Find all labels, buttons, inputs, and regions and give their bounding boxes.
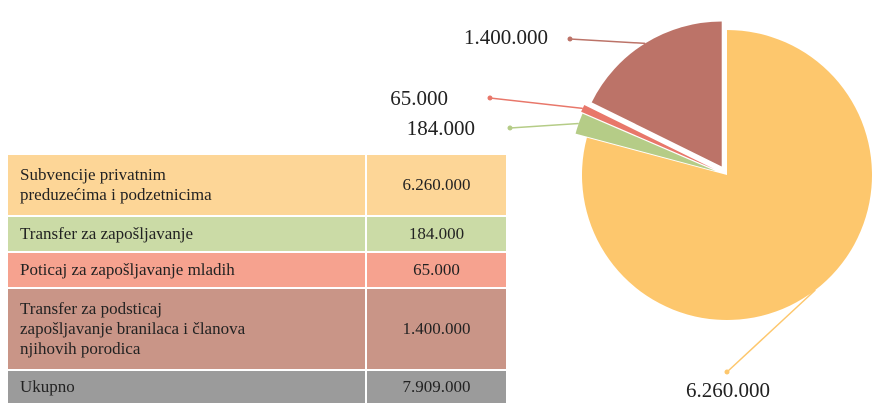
leader-dot: [567, 36, 573, 42]
pie-slice: [591, 21, 722, 167]
table-row: Transfer za zapošljavanje 184.000: [8, 217, 506, 251]
row-name: Subvencije privatnim preduzećima i podze…: [8, 155, 365, 215]
data-table: Subvencije privatnim preduzećima i podze…: [8, 153, 506, 405]
total-row: Ukupno 7.909.000: [8, 371, 506, 403]
data-label: 184.000: [407, 116, 475, 140]
pie-slice: [581, 104, 715, 170]
leader-dot: [724, 369, 730, 375]
table-row: Poticaj za zapošljavanje mladih 65.000: [8, 253, 506, 287]
leader-dot: [507, 125, 513, 131]
row-value: 184.000: [365, 217, 506, 251]
total-name: Ukupno: [8, 371, 365, 403]
row-value: 1.400.000: [365, 289, 506, 369]
leader-dot: [487, 95, 493, 101]
row-name: Transfer za zapošljavanje: [8, 217, 365, 251]
data-label: 65.000: [390, 86, 448, 110]
table-row: Subvencije privatnim preduzećima i podze…: [8, 155, 506, 215]
row-name: Transfer za podsticaj zapošljavanje bran…: [8, 289, 365, 369]
row-value: 6.260.000: [365, 155, 506, 215]
data-label: 1.400.000: [464, 25, 548, 49]
pie-slice: [575, 113, 716, 172]
leader-line: [509, 122, 579, 129]
data-label: 6.260.000: [686, 378, 770, 402]
leader-line: [726, 289, 816, 373]
pie-slice: [582, 30, 872, 320]
row-name: Poticaj za zapošljavanje mladih: [8, 253, 365, 287]
total-value: 7.909.000: [365, 371, 506, 403]
leader-line: [489, 97, 583, 110]
leader-line: [569, 38, 646, 45]
row-value: 65.000: [365, 253, 506, 287]
table-row: Transfer za podsticaj zapošljavanje bran…: [8, 289, 506, 369]
